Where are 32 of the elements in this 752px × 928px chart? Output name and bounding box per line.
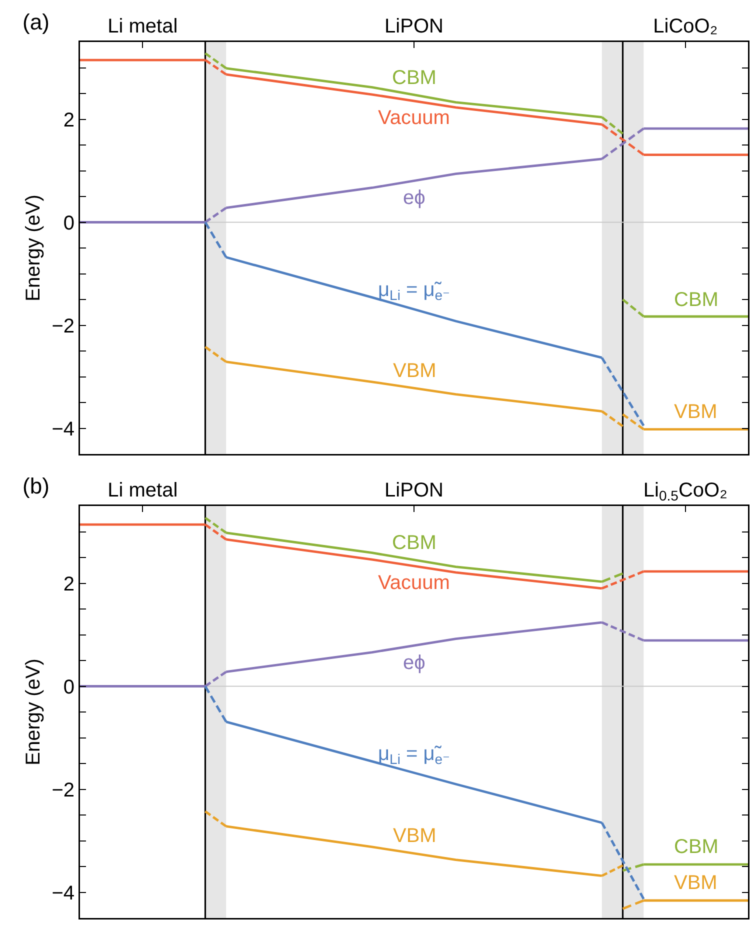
y-tick-label: −2 <box>52 315 74 338</box>
x-tick-label: Li metal <box>108 480 178 502</box>
y-tick-label: 0 <box>63 676 74 698</box>
chart-title: (a) <box>22 10 50 35</box>
x-tick-label: Li$_{0.5}$CoO₂ <box>643 480 728 504</box>
x-tick-label: LiPON <box>384 480 444 502</box>
series-label: CBM <box>674 836 718 858</box>
series-label: Vacuum <box>378 572 450 594</box>
series-label: Vacuum <box>378 107 450 129</box>
series-label: μ$_{Li}$ = μ̃$_{e⁻}$ <box>378 279 450 304</box>
series-label: eϕ <box>403 187 426 209</box>
series-label: CBM <box>392 67 436 89</box>
series-label: CBM <box>392 532 436 554</box>
chart-title: (b) <box>22 474 50 499</box>
y-tick-label: −4 <box>52 882 74 904</box>
series-label: μ$_{Li}$ = μ̃$_{e⁻}$ <box>378 743 450 768</box>
y-axis-title: Energy (eV) <box>22 658 44 766</box>
series-label: VBM <box>393 360 436 382</box>
series-label: eϕ <box>403 652 426 674</box>
y-tick-label: −4 <box>52 418 74 440</box>
series-label: VBM <box>674 872 718 894</box>
x-tick-label: LiPON <box>384 16 444 38</box>
y-axis-title: Energy (eV) <box>22 194 44 302</box>
x-tick-label: LiCoO₂ <box>653 16 718 38</box>
x-tick-label: Li metal <box>108 16 178 38</box>
series-label: VBM <box>674 401 718 423</box>
series-label: VBM <box>393 825 436 847</box>
y-tick-label: −2 <box>52 779 74 802</box>
y-tick-label: 2 <box>63 109 74 132</box>
y-tick-label: 0 <box>63 212 74 234</box>
y-tick-label: 2 <box>63 573 74 596</box>
series-label: CBM <box>674 289 718 311</box>
